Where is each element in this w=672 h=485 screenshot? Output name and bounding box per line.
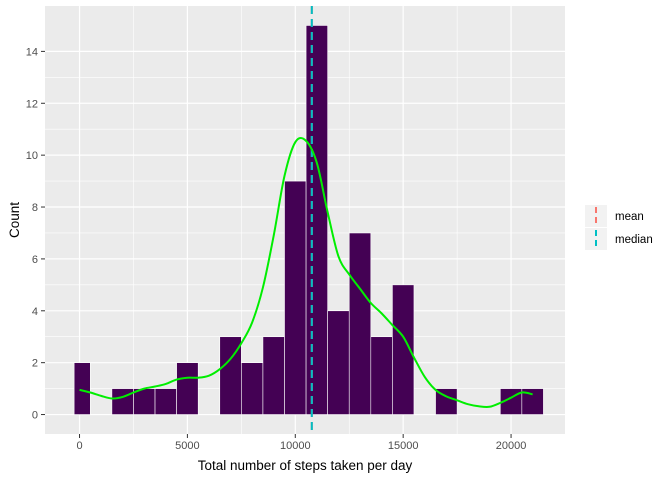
histogram-bar xyxy=(285,181,307,414)
histogram-bar xyxy=(263,337,285,415)
x-tick-label: 10000 xyxy=(280,440,311,452)
y-tick-label: 12 xyxy=(26,98,38,110)
legend-label-median: median xyxy=(615,234,653,246)
legend: mean median xyxy=(585,205,653,250)
x-tick-label: 20000 xyxy=(496,440,527,452)
y-tick-label: 0 xyxy=(32,410,38,422)
histogram-bar xyxy=(241,363,263,415)
y-tick-label: 4 xyxy=(32,306,38,318)
y-tick-label: 8 xyxy=(32,202,38,214)
x-tick-label: 5000 xyxy=(175,440,199,452)
histogram-bar xyxy=(328,311,350,415)
y-tick-label: 10 xyxy=(26,150,38,162)
histogram-bar xyxy=(155,389,177,415)
x-tick-label: 0 xyxy=(76,440,82,452)
histogram-bar xyxy=(74,363,90,415)
histogram-bar xyxy=(371,337,393,415)
histogram-bar xyxy=(349,233,371,415)
histogram-bar xyxy=(112,389,134,415)
histogram-bar xyxy=(133,389,155,415)
y-tick-label: 6 xyxy=(32,254,38,266)
histogram-bar xyxy=(177,363,199,415)
y-tick-label: 14 xyxy=(26,46,38,58)
x-tick-label: 15000 xyxy=(388,440,419,452)
legend-label-mean: mean xyxy=(615,211,644,223)
y-axis-title: Count xyxy=(7,202,22,238)
histogram-bar xyxy=(306,25,328,414)
x-axis-title: Total number of steps taken per day xyxy=(198,458,413,473)
y-tick-label: 2 xyxy=(32,358,38,370)
